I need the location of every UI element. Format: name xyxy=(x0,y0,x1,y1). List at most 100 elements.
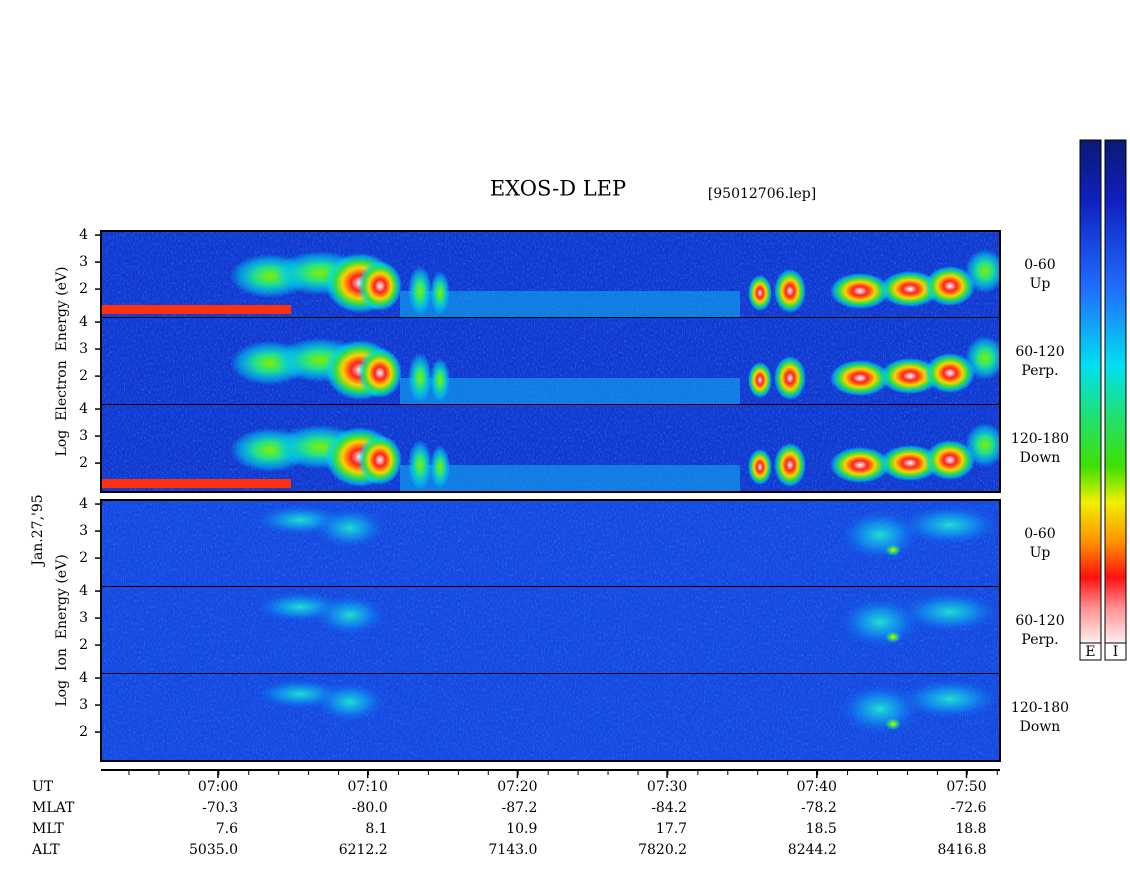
ephemeris-value: -87.2 xyxy=(501,800,537,816)
flux-region xyxy=(748,449,772,485)
flux-region xyxy=(880,271,940,307)
y-tick-label: 3 xyxy=(79,428,88,444)
flux-region xyxy=(830,273,890,309)
flat-band xyxy=(400,291,740,318)
flat-band xyxy=(400,465,740,492)
y-tick-label: 4 xyxy=(79,670,88,686)
y-axis-label: Log Electron Energy (eV) xyxy=(54,267,70,457)
flux-region xyxy=(885,718,901,730)
group-frame xyxy=(100,499,1001,762)
panel-label: Down xyxy=(1020,719,1061,735)
y-tick-label: 3 xyxy=(79,610,88,626)
flux-region xyxy=(885,631,901,643)
date-label: Jan.27,'95 xyxy=(30,494,46,567)
y-tick-label: 4 xyxy=(79,496,88,512)
panel-label: 0-60 xyxy=(1024,526,1055,542)
low-band xyxy=(101,305,291,314)
flux-region xyxy=(408,266,432,316)
flux-region xyxy=(965,249,1000,293)
flux-region xyxy=(315,682,385,722)
ephemeris-value: 10.9 xyxy=(506,821,537,837)
y-tick-label: 3 xyxy=(79,254,88,270)
spectrogram-panel xyxy=(101,405,1000,492)
colorbar-label-box xyxy=(1104,642,1127,661)
flux-region xyxy=(965,423,1000,467)
ephemeris-value: 8.1 xyxy=(365,821,387,837)
flux-region xyxy=(900,592,1000,632)
flat-band xyxy=(400,378,740,405)
panel-label: Perp. xyxy=(1021,363,1058,379)
flux-region xyxy=(408,353,432,403)
panel-label: Perp. xyxy=(1021,632,1058,648)
panel-label: 120-180 xyxy=(1011,700,1069,716)
row-name: ALT xyxy=(31,842,60,858)
y-tick-label: 2 xyxy=(79,368,88,384)
ephemeris-value: 5035.0 xyxy=(189,842,238,858)
panel-label: Up xyxy=(1030,276,1051,292)
flux-region xyxy=(774,356,806,400)
panel-label: 60-120 xyxy=(1015,613,1064,629)
y-tick-label: 2 xyxy=(79,281,88,297)
x-tick-label: 07:30 xyxy=(647,779,687,795)
y-tick-label: 4 xyxy=(79,314,88,330)
flux-region xyxy=(880,445,940,481)
flux-region xyxy=(774,269,806,313)
y-tick-label: 2 xyxy=(79,455,88,471)
ephemeris-value: 7820.2 xyxy=(638,842,687,858)
spectrogram-panel xyxy=(101,318,1000,405)
flux-region xyxy=(774,443,806,487)
y-tick-label: 2 xyxy=(79,724,88,740)
ephemeris-value: -80.0 xyxy=(352,800,388,816)
flux-region xyxy=(965,336,1000,380)
row-name: MLAT xyxy=(32,800,75,816)
colorbar-label: E xyxy=(1085,644,1095,660)
y-tick-label: 4 xyxy=(79,227,88,243)
ephemeris-value: 17.7 xyxy=(656,821,687,837)
flux-region xyxy=(925,266,975,306)
flux-region xyxy=(885,544,901,556)
flux-region xyxy=(900,679,1000,719)
row-name: MLT xyxy=(32,821,64,837)
flux-region xyxy=(748,362,772,398)
ephemeris-value: -70.3 xyxy=(202,800,238,816)
y-tick-label: 4 xyxy=(79,401,88,417)
x-tick-label: 07:50 xyxy=(946,779,986,795)
panel-label: 60-120 xyxy=(1015,344,1064,360)
flux-region xyxy=(358,261,402,311)
spectrogram-panel xyxy=(101,674,1000,761)
ephemeris-value: 6212.2 xyxy=(339,842,388,858)
flux-region xyxy=(358,435,402,485)
colorbar-label: I xyxy=(1113,644,1119,660)
panel-label: Up xyxy=(1030,545,1051,561)
ephemeris-value: -78.2 xyxy=(801,800,837,816)
flux-region xyxy=(315,508,385,548)
flux-region xyxy=(408,440,432,490)
flux-region xyxy=(830,360,890,396)
colorbar xyxy=(1104,139,1127,644)
ephemeris-value: 18.5 xyxy=(806,821,837,837)
ephemeris-value: 8244.2 xyxy=(788,842,837,858)
panel-label: 120-180 xyxy=(1011,431,1069,447)
flux-region xyxy=(430,271,450,315)
chart-title: EXOS-D LEP xyxy=(490,177,626,201)
colorbar xyxy=(1079,139,1102,644)
y-tick-label: 4 xyxy=(79,583,88,599)
spectrogram-panel xyxy=(101,500,1000,587)
y-axis-label: Log Ion Energy (eV) xyxy=(54,554,70,706)
y-tick-label: 2 xyxy=(79,637,88,653)
y-tick-label: 2 xyxy=(79,550,88,566)
ephemeris-value: -84.2 xyxy=(651,800,687,816)
panel-label: Down xyxy=(1020,450,1061,466)
row-name: UT xyxy=(32,779,54,795)
low-band xyxy=(101,479,291,488)
panel-label: 0-60 xyxy=(1024,257,1055,273)
y-tick-label: 3 xyxy=(79,697,88,713)
x-tick-label: 07:40 xyxy=(797,779,837,795)
flux-region xyxy=(830,447,890,483)
ephemeris-value: 7143.0 xyxy=(488,842,537,858)
ephemeris-value: 7.6 xyxy=(216,821,238,837)
x-tick-label: 07:00 xyxy=(198,779,238,795)
flux-region xyxy=(925,440,975,480)
y-tick-label: 3 xyxy=(79,341,88,357)
ephemeris-value: 8416.8 xyxy=(938,842,987,858)
